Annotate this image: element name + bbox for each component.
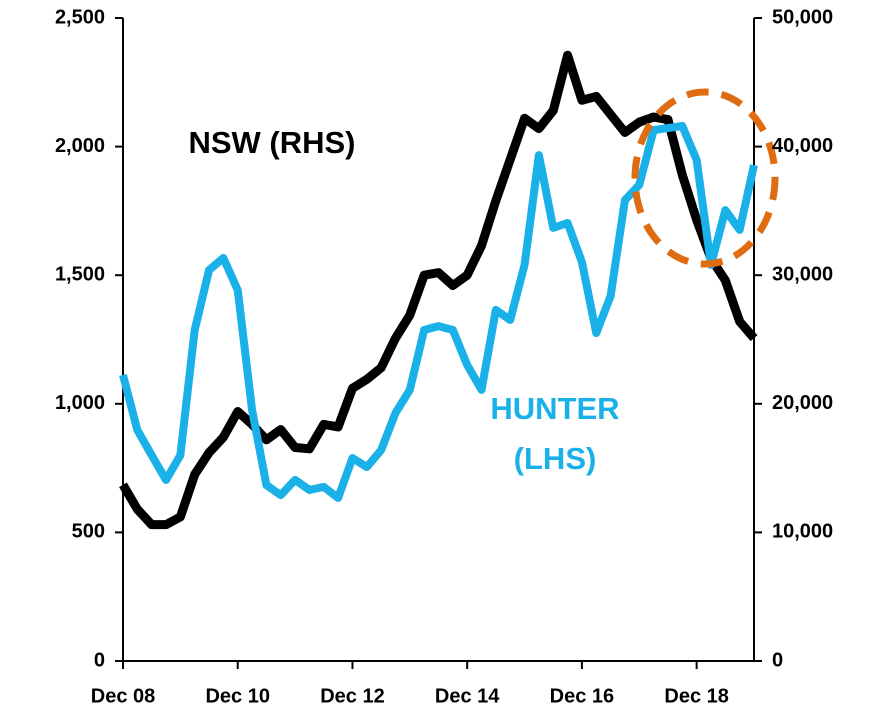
y2-tick-label: 10,000 [772,521,833,543]
y2-tick-label: 50,000 [772,6,833,28]
y2-tick-label: 20,000 [772,392,833,414]
x-tick-label: Dec 18 [664,685,729,707]
y2-tick-label: 30,000 [772,263,833,285]
annotation: NSW (RHS) [188,125,355,160]
annotation: (LHS) [514,441,597,476]
y-tick-label: 1,500 [55,263,105,285]
y-tick-label: 0 [94,649,105,671]
series-layer [119,50,758,530]
series-line [119,122,758,502]
x-tick-label: Dec 14 [435,685,500,707]
y-tick-label: 1,000 [55,392,105,414]
series-line [119,50,758,530]
axes [115,17,762,669]
highlight-circle [631,88,779,268]
x-tick-label: Dec 10 [205,685,270,707]
y-tick-label: 2,000 [55,135,105,157]
x-tick-label: Dec 16 [550,685,615,707]
x-tick-label: Dec 12 [320,685,385,707]
label-layer: 0 500 1,000 1,500 2,000 2,500 0 10,000 20,000 30,… [55,6,833,707]
y2-tick-label: 0 [772,649,783,671]
y2-tick-label: 40,000 [772,135,833,157]
annotation: HUNTER [490,391,619,426]
x-tick-label: Dec 08 [91,685,156,707]
y-tick-label: 500 [72,521,105,543]
y-tick-label: 2,500 [55,6,105,28]
